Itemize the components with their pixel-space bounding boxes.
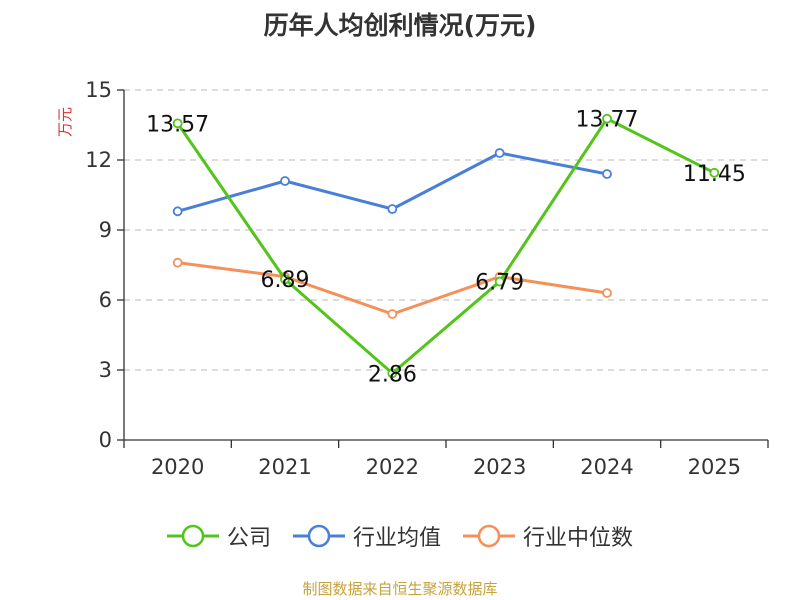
x-tick-label: 2025 xyxy=(688,455,741,479)
data-point xyxy=(494,148,505,158)
y-tick-label: 6 xyxy=(99,288,112,312)
data-point xyxy=(172,118,183,129)
data-point xyxy=(387,309,398,319)
data-label: 2.86 xyxy=(368,362,417,387)
legend-swatch-icon xyxy=(292,524,345,548)
data-point xyxy=(172,206,183,217)
legend-item[interactable]: 公司 xyxy=(166,520,271,552)
legend: 公司 行业均值 行业中位数 xyxy=(0,520,800,552)
data-point xyxy=(280,176,290,186)
legend-item[interactable]: 行业中位数 xyxy=(463,520,633,552)
legend-label: 公司 xyxy=(226,526,271,551)
source-note: 制图数据来自恒生聚源数据库 xyxy=(302,580,498,598)
series-line-0 xyxy=(176,117,716,375)
data-point xyxy=(709,167,720,178)
series-line-1 xyxy=(177,151,608,213)
gridlines xyxy=(124,89,768,371)
data-point xyxy=(280,274,290,285)
data-point xyxy=(172,257,183,268)
data-point xyxy=(602,113,612,124)
data-label: 13.77 xyxy=(576,108,639,133)
data-label: 11.45 xyxy=(683,162,746,187)
y-axis-label: 万元 xyxy=(56,107,74,137)
legend-item[interactable]: 行业均值 xyxy=(292,520,441,552)
y-tick-label: 15 xyxy=(85,78,112,102)
legend-swatch-icon xyxy=(463,524,515,548)
x-tick-label: 2023 xyxy=(473,455,526,479)
legend-label: 行业均值 xyxy=(352,526,441,551)
x-tick-label: 2022 xyxy=(366,455,419,479)
data-label: 6.79 xyxy=(475,271,524,296)
data-point xyxy=(387,204,398,214)
data-labels: 13.57 6.89 2.86 6.79 13.77 11.45 xyxy=(146,108,746,388)
x-tick-label: 2020 xyxy=(151,455,204,479)
legend-swatch-icon xyxy=(166,524,219,548)
y-tick-label: 12 xyxy=(85,148,112,172)
y-tick-label: 3 xyxy=(99,358,112,382)
legend-label: 行业中位数 xyxy=(523,526,634,551)
x-tick-label: 2021 xyxy=(258,455,311,479)
chart-title: 历年人均创利情况(万元) xyxy=(263,11,537,40)
data-point xyxy=(602,169,612,179)
data-point xyxy=(387,368,398,379)
data-point xyxy=(602,288,612,298)
data-label: 13.57 xyxy=(146,112,209,137)
data-label: 6.89 xyxy=(261,268,310,293)
series xyxy=(172,113,720,379)
data-point xyxy=(494,276,505,287)
axes: 0 3 6 9 12 15 2020 2021 2022 2023 2024 2025 xyxy=(85,78,769,479)
y-tick-label: 9 xyxy=(99,218,112,242)
series-line-2 xyxy=(177,261,608,316)
x-tick-label: 2024 xyxy=(580,455,633,479)
y-tick-label: 0 xyxy=(99,428,112,452)
